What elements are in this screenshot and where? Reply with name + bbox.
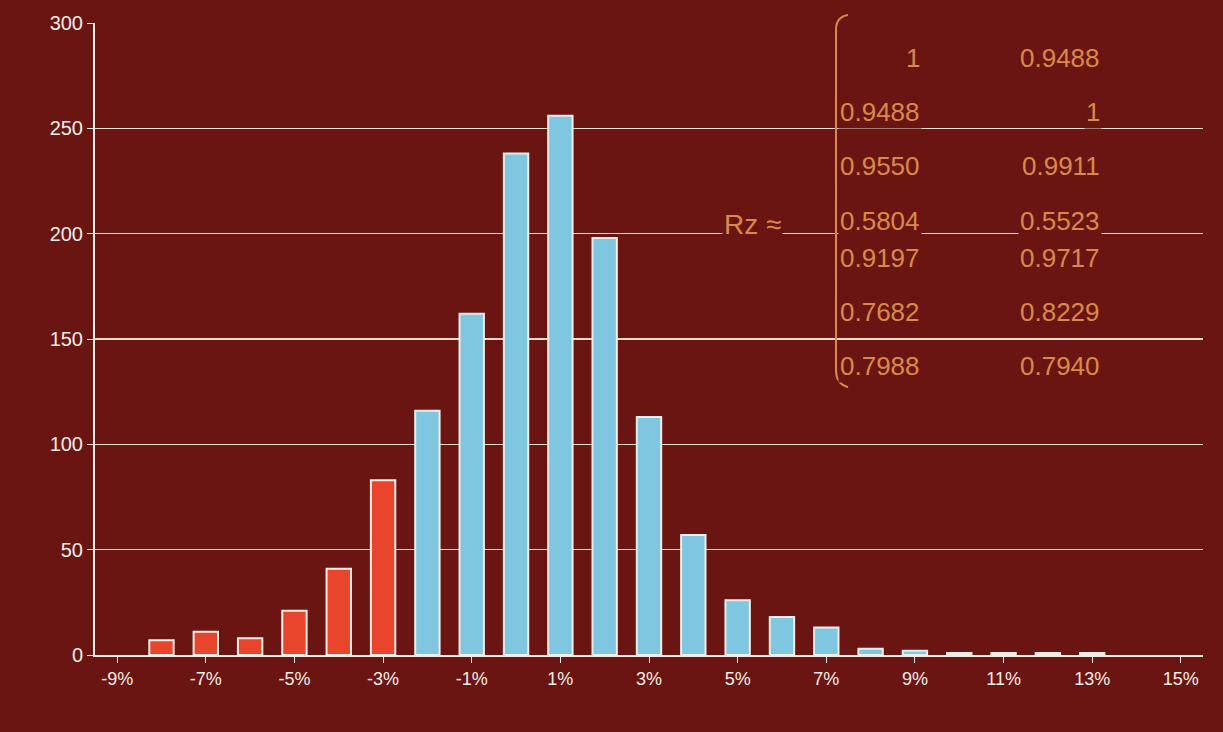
svg-text:0.9911: 0.9911	[1022, 151, 1100, 181]
svg-text:200: 200	[50, 223, 83, 245]
svg-text:11%: 11%	[986, 669, 1021, 689]
svg-text:1: 1	[906, 43, 920, 73]
svg-text:100: 100	[50, 433, 83, 455]
svg-text:1%: 1%	[547, 669, 573, 689]
svg-text:0: 0	[72, 644, 83, 666]
svg-text:0.5523: 0.5523	[1020, 206, 1100, 236]
svg-text:5%: 5%	[725, 669, 751, 689]
svg-text:-1%: -1%	[456, 669, 488, 689]
svg-text:0.9717: 0.9717	[1020, 243, 1100, 273]
svg-text:0.8229: 0.8229	[1020, 297, 1100, 327]
svg-text:-5%: -5%	[278, 669, 310, 689]
svg-text:7%: 7%	[813, 669, 839, 689]
svg-text:0.9197: 0.9197	[840, 243, 920, 273]
svg-text:-3%: -3%	[367, 669, 399, 689]
svg-text:0.7940: 0.7940	[1020, 351, 1100, 381]
svg-text:250: 250	[50, 117, 83, 139]
svg-text:0.5804: 0.5804	[840, 206, 920, 236]
svg-text:150: 150	[50, 328, 83, 350]
svg-text:0.7988: 0.7988	[840, 351, 920, 381]
svg-text:0.9488: 0.9488	[1020, 43, 1100, 73]
svg-text:3%: 3%	[636, 669, 662, 689]
svg-text:0.7682: 0.7682	[840, 297, 920, 327]
svg-text:50: 50	[61, 539, 83, 561]
svg-text:0.9488: 0.9488	[840, 97, 920, 127]
svg-text:15%: 15%	[1163, 669, 1199, 689]
svg-text:9%: 9%	[902, 669, 928, 689]
svg-text:300: 300	[50, 12, 83, 34]
svg-text:-9%: -9%	[101, 669, 133, 689]
svg-text:1: 1	[1086, 97, 1100, 127]
svg-text:13%: 13%	[1074, 669, 1110, 689]
svg-text:Rz ≈: Rz ≈	[724, 209, 781, 240]
svg-text:0.9550: 0.9550	[840, 151, 920, 181]
svg-text:-7%: -7%	[190, 669, 222, 689]
